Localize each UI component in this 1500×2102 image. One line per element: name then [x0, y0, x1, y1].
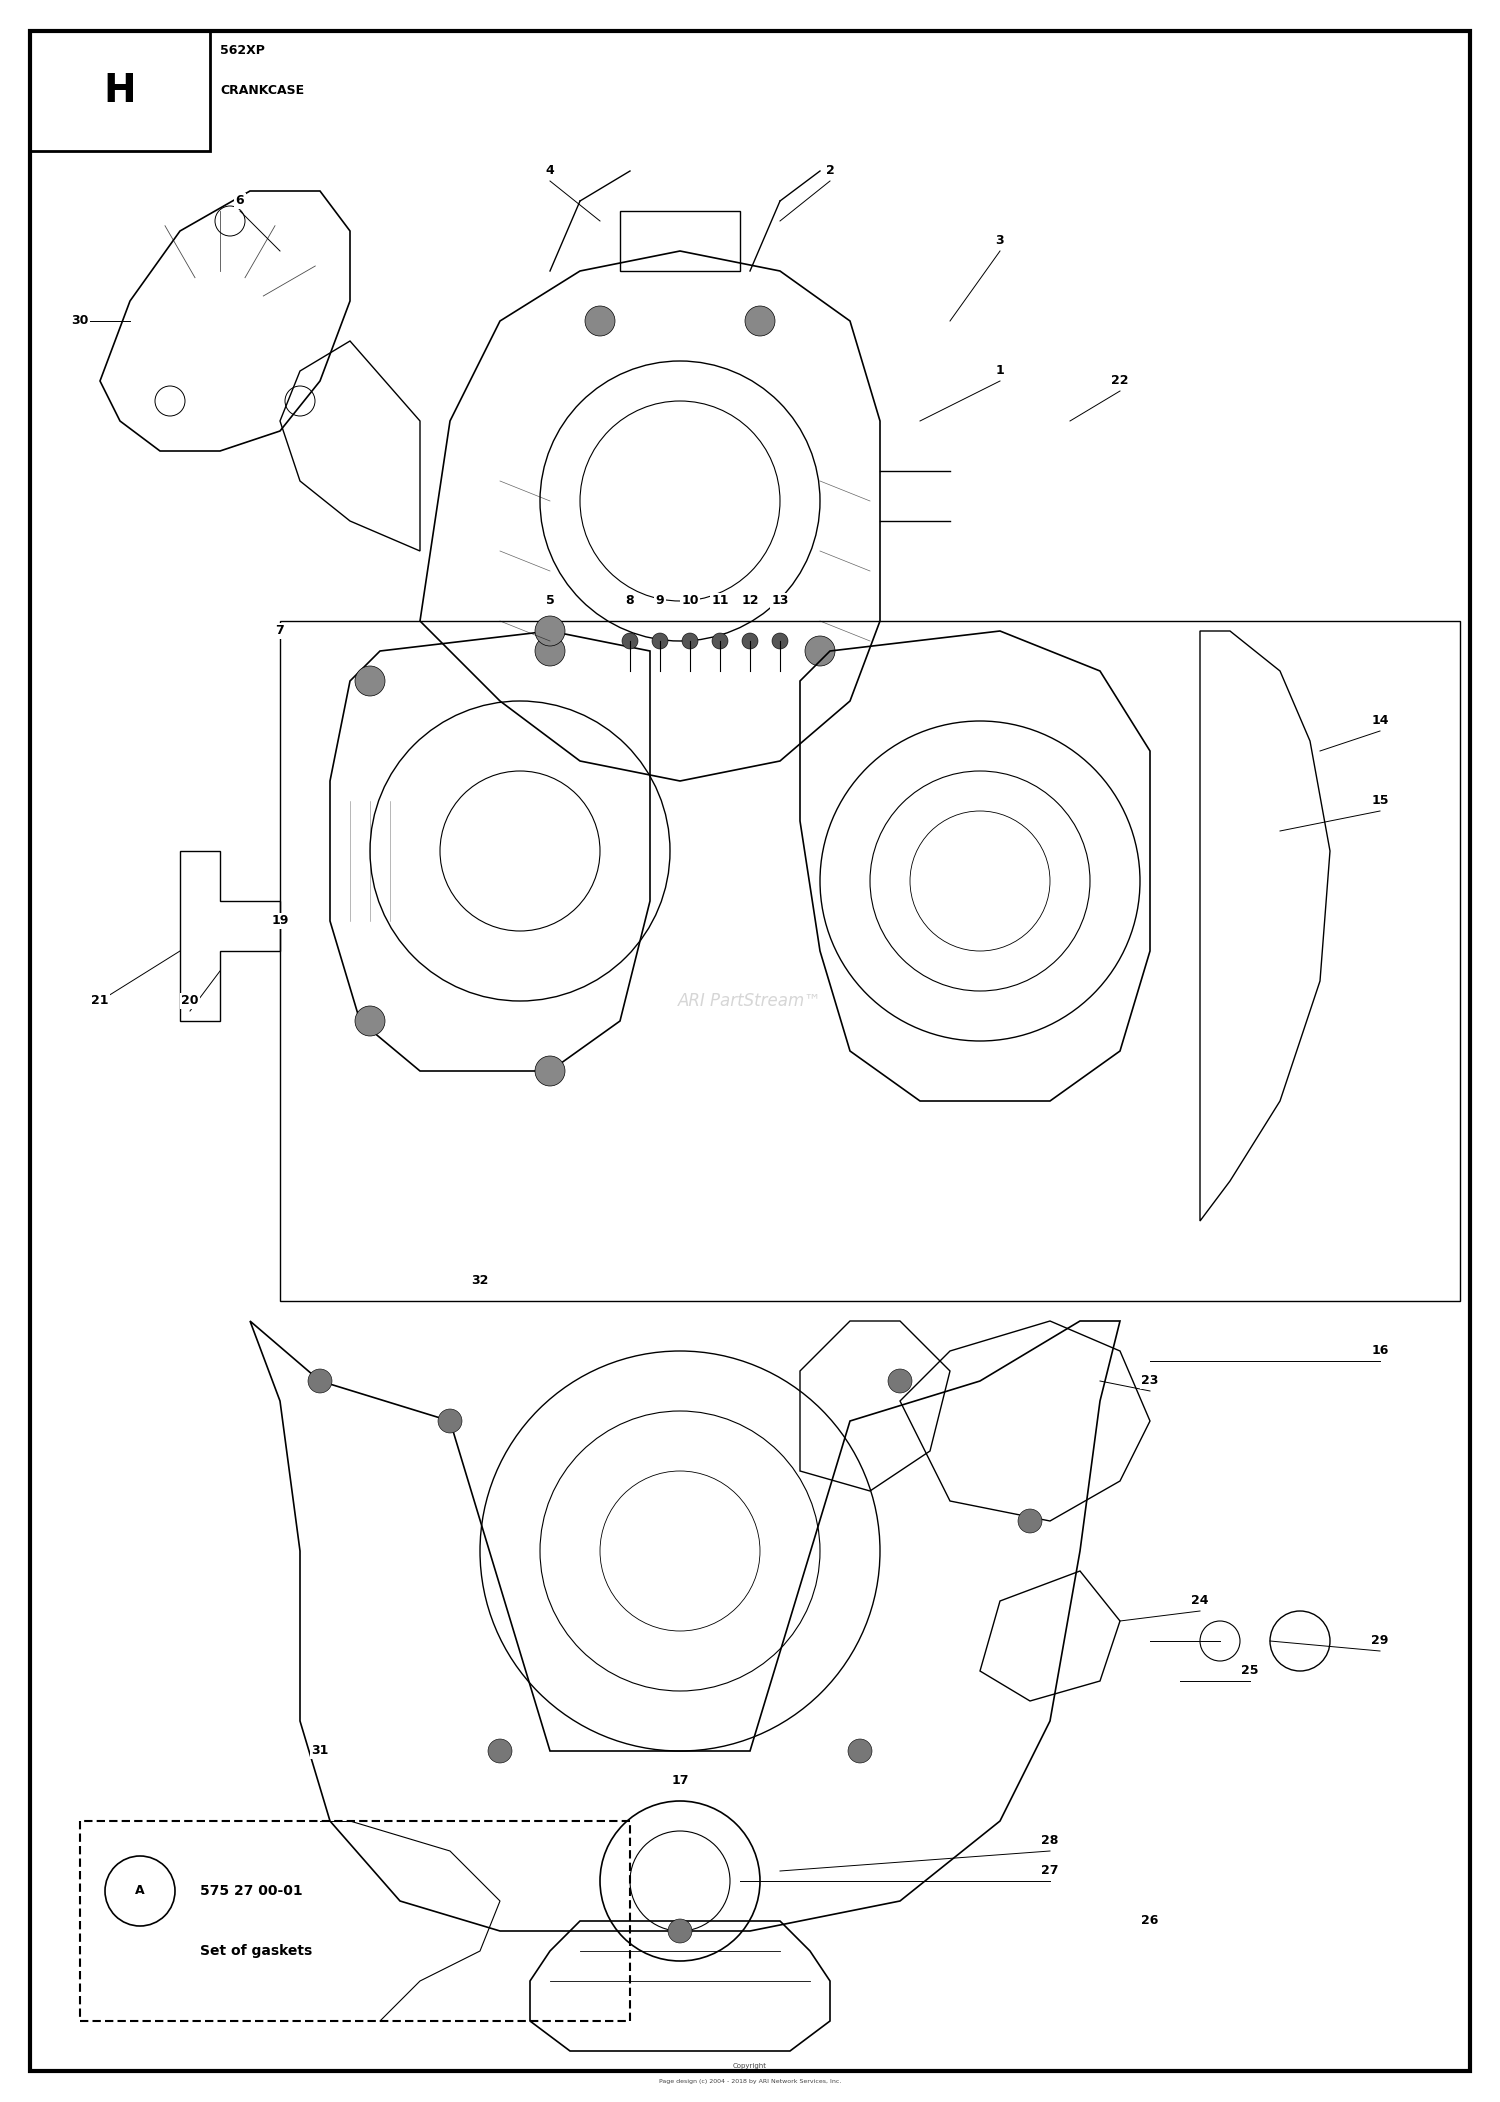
Text: A: A	[135, 1885, 146, 1898]
Circle shape	[622, 633, 638, 650]
Text: 15: 15	[1371, 795, 1389, 807]
Text: 7: 7	[276, 624, 285, 637]
Circle shape	[772, 633, 788, 650]
Text: Copyright: Copyright	[734, 2062, 766, 2068]
Bar	[80, 1820, 630, 2020]
Text: 21: 21	[92, 994, 108, 1007]
Bar	[280, 620, 1460, 1301]
Circle shape	[742, 633, 758, 650]
Text: 2: 2	[825, 164, 834, 177]
Circle shape	[356, 666, 386, 696]
Text: 6: 6	[236, 195, 244, 208]
Text: 14: 14	[1371, 715, 1389, 727]
Bar	[620, 210, 740, 271]
Circle shape	[847, 1738, 871, 1764]
Circle shape	[585, 307, 615, 336]
Text: 8: 8	[626, 595, 634, 607]
Circle shape	[536, 1055, 566, 1087]
Text: 22: 22	[1112, 374, 1128, 387]
Text: Page design (c) 2004 - 2018 by ARI Network Services, Inc.: Page design (c) 2004 - 2018 by ARI Netwo…	[658, 2079, 842, 2083]
Circle shape	[1019, 1509, 1042, 1532]
Circle shape	[888, 1368, 912, 1394]
Text: ARI PartStream™: ARI PartStream™	[678, 992, 822, 1009]
Text: H: H	[104, 71, 136, 109]
Text: 32: 32	[471, 1274, 489, 1289]
Circle shape	[652, 633, 668, 650]
Circle shape	[536, 616, 566, 645]
Circle shape	[806, 637, 836, 666]
Text: 13: 13	[771, 595, 789, 607]
Text: 20: 20	[182, 994, 198, 1007]
Text: 16: 16	[1371, 1345, 1389, 1358]
Text: 25: 25	[1242, 1665, 1258, 1677]
Circle shape	[746, 307, 776, 336]
Circle shape	[668, 1919, 692, 1942]
Text: 1: 1	[996, 364, 1005, 378]
Text: 31: 31	[312, 1745, 328, 1757]
Circle shape	[712, 633, 728, 650]
Text: 9: 9	[656, 595, 664, 607]
Circle shape	[356, 1007, 386, 1036]
Text: 11: 11	[711, 595, 729, 607]
Text: 12: 12	[741, 595, 759, 607]
Text: 19: 19	[272, 914, 288, 927]
Text: 28: 28	[1041, 1835, 1059, 1848]
Text: 24: 24	[1191, 1595, 1209, 1608]
Text: 23: 23	[1142, 1375, 1158, 1387]
Text: 27: 27	[1041, 1864, 1059, 1877]
Text: 3: 3	[996, 235, 1005, 248]
Text: 26: 26	[1142, 1915, 1158, 1928]
Circle shape	[536, 637, 566, 666]
Text: Set of gaskets: Set of gaskets	[200, 1944, 312, 1957]
Circle shape	[438, 1408, 462, 1434]
Text: 575 27 00-01: 575 27 00-01	[200, 1883, 303, 1898]
Circle shape	[488, 1738, 512, 1764]
Text: 30: 30	[72, 315, 88, 328]
Circle shape	[308, 1368, 332, 1394]
Text: CRANKCASE: CRANKCASE	[220, 84, 304, 97]
Text: 562XP: 562XP	[220, 44, 266, 57]
Text: 5: 5	[546, 595, 555, 607]
Bar	[30, 32, 210, 151]
Circle shape	[682, 633, 698, 650]
Text: 4: 4	[546, 164, 555, 177]
Text: 17: 17	[672, 1774, 688, 1787]
Text: 10: 10	[681, 595, 699, 607]
Text: 29: 29	[1371, 1635, 1389, 1648]
